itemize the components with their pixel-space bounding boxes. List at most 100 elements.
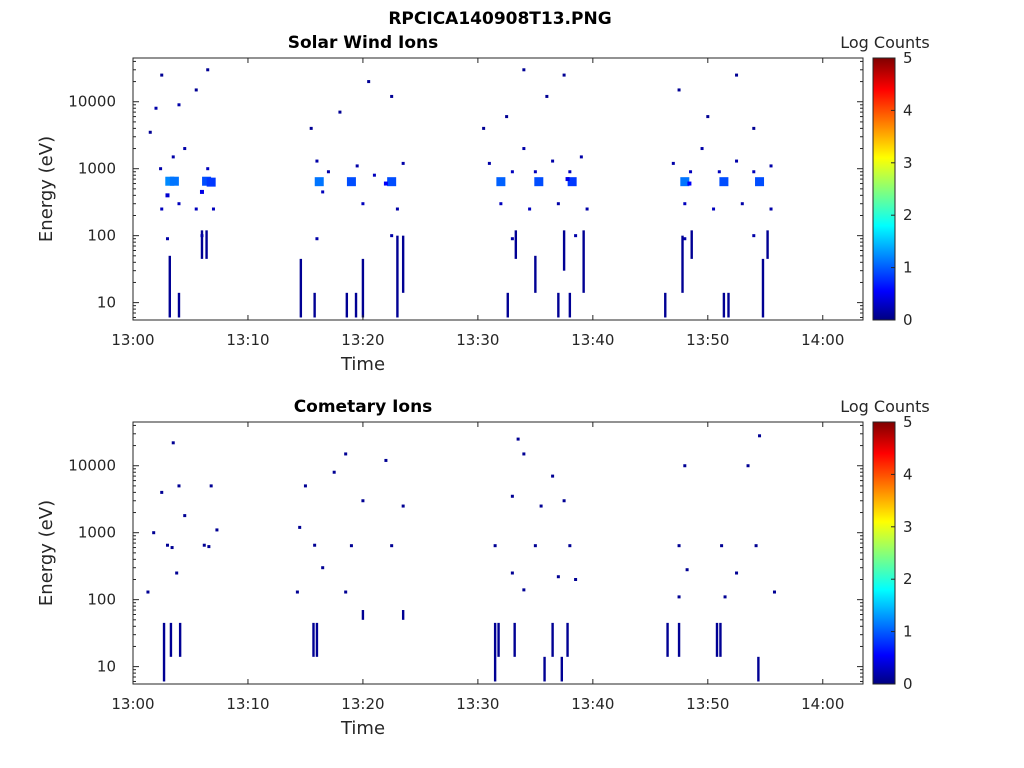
- data-cell: [522, 147, 526, 151]
- y-tick-label: 1000: [78, 524, 116, 542]
- data-cell: [689, 170, 693, 174]
- data-streak: [354, 292, 358, 318]
- data-cell: [165, 176, 175, 186]
- data-cell: [510, 494, 514, 498]
- colorbar-label: Log Counts: [840, 397, 930, 416]
- data-cell: [752, 234, 756, 238]
- data-cell: [159, 167, 163, 171]
- data-cell: [735, 571, 739, 575]
- data-cell: [677, 544, 681, 548]
- data-cell: [567, 177, 577, 187]
- figure-title: RPCICA140908T13.PNG: [388, 9, 611, 29]
- data-cell: [482, 126, 486, 130]
- data-cell: [671, 161, 675, 165]
- x-tick-label: 13:50: [686, 695, 729, 713]
- data-cell: [754, 544, 758, 548]
- data-streak: [345, 292, 349, 318]
- data-cell: [755, 177, 765, 187]
- data-cell: [315, 237, 319, 241]
- colorbar-tick-label: 3: [903, 154, 913, 172]
- data-cell: [769, 164, 773, 168]
- x-tick-label: 13:30: [456, 331, 499, 349]
- data-cell: [539, 504, 543, 508]
- data-cell: [209, 484, 213, 488]
- data-cell: [706, 115, 710, 119]
- data-cell: [487, 161, 491, 165]
- data-cell: [685, 568, 689, 572]
- y-tick-label: 100: [87, 227, 116, 245]
- data-cell: [298, 525, 302, 529]
- x-tick-label: 13:10: [226, 331, 269, 349]
- data-cell: [194, 207, 198, 211]
- data-streak: [168, 255, 171, 318]
- x-tick-label: 13:40: [571, 331, 614, 349]
- data-streak: [568, 292, 572, 318]
- x-axis-label: Time: [340, 718, 385, 739]
- x-tick-label: 14:00: [801, 695, 844, 713]
- y-axis-label: Energy (eV): [36, 500, 57, 606]
- data-cell: [177, 202, 181, 206]
- data-streak: [315, 622, 319, 657]
- data-cell: [719, 177, 729, 187]
- data-cell: [680, 177, 690, 187]
- panel-title: Solar Wind Ions: [288, 33, 439, 53]
- data-cell: [568, 544, 572, 548]
- data-streak: [690, 230, 693, 259]
- data-cell: [683, 202, 687, 206]
- data-streak: [534, 255, 537, 293]
- data-cell: [496, 177, 506, 187]
- colorbar-tick-label: 4: [903, 465, 913, 483]
- data-cell: [390, 94, 394, 98]
- data-streak: [514, 230, 518, 259]
- data-cell: [206, 177, 216, 187]
- data-cell: [152, 531, 156, 535]
- data-cell: [321, 566, 325, 570]
- data-cell: [349, 544, 353, 548]
- x-tick-label: 14:00: [801, 331, 844, 349]
- data-cell: [574, 234, 578, 238]
- data-streak: [727, 292, 730, 318]
- data-cell: [183, 514, 187, 518]
- data-cell: [183, 147, 187, 151]
- y-tick-label: 100: [87, 591, 116, 609]
- data-cell: [169, 176, 179, 186]
- x-tick-label: 13:40: [571, 695, 614, 713]
- data-streak: [722, 292, 726, 318]
- data-cell: [326, 170, 330, 174]
- panel-title: Cometary Ions: [294, 397, 433, 417]
- data-cell: [383, 181, 388, 186]
- data-cell: [315, 159, 319, 163]
- data-cell: [309, 126, 313, 130]
- data-cell: [551, 474, 555, 478]
- colorbar-tick-label: 0: [903, 675, 913, 693]
- data-cell: [700, 147, 704, 151]
- data-streak: [557, 292, 560, 318]
- data-cell: [533, 170, 537, 174]
- data-cell: [499, 202, 503, 206]
- data-streak: [200, 230, 204, 259]
- x-tick-label: 13:50: [686, 331, 729, 349]
- colorbar-tick-label: 4: [903, 101, 913, 119]
- data-streak: [177, 292, 181, 318]
- data-cell: [401, 504, 405, 508]
- data-cell: [752, 126, 756, 130]
- data-streak: [719, 622, 722, 657]
- data-cell: [199, 189, 204, 194]
- data-cell: [505, 115, 509, 119]
- data-cell: [401, 161, 405, 165]
- data-cell: [758, 434, 762, 438]
- data-cell: [735, 159, 739, 163]
- panel-2: 13:00 13:10 13:20 13:30 13:40 13:50 14:0010100…: [36, 397, 930, 739]
- data-streak: [205, 230, 208, 259]
- data-cell: [344, 452, 348, 456]
- colorbar-tick-label: 2: [903, 570, 913, 588]
- data-cell: [390, 234, 394, 238]
- data-cell: [683, 464, 687, 468]
- data-streak: [361, 610, 365, 620]
- data-cell: [528, 207, 532, 211]
- data-cell: [516, 437, 520, 441]
- data-cell: [568, 170, 572, 174]
- colorbar-tick-label: 2: [903, 206, 913, 224]
- data-cell: [148, 130, 152, 134]
